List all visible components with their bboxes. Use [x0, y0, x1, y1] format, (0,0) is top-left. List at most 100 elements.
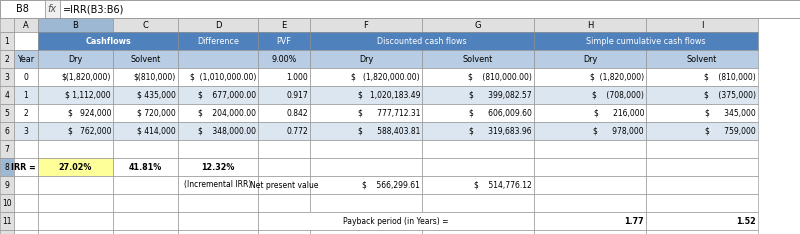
Text: 1.77: 1.77 — [624, 216, 644, 226]
Bar — [310, 194, 422, 212]
Text: $   1,020,183.49: $ 1,020,183.49 — [358, 91, 420, 99]
Text: $    (375,000): $ (375,000) — [704, 91, 756, 99]
Text: Simple cumulative cash flows: Simple cumulative cash flows — [586, 37, 706, 45]
Bar — [0, 194, 14, 212]
Text: E: E — [282, 21, 286, 29]
Bar — [258, 86, 310, 104]
Bar — [422, 158, 534, 176]
Bar — [422, 68, 534, 86]
Bar — [14, 18, 38, 32]
Bar — [38, 104, 113, 122]
Bar — [534, 104, 646, 122]
Text: 3: 3 — [23, 127, 29, 135]
Bar — [113, 122, 178, 140]
Bar — [38, 212, 113, 230]
Bar — [178, 194, 258, 212]
Bar — [646, 194, 758, 212]
Bar — [258, 68, 310, 86]
Text: 6: 6 — [5, 127, 10, 135]
Bar — [534, 32, 758, 50]
Bar — [646, 230, 758, 234]
Bar — [534, 68, 646, 86]
Text: $      216,000: $ 216,000 — [594, 109, 644, 117]
Bar — [14, 122, 38, 140]
Bar — [113, 50, 178, 68]
Bar — [0, 0, 800, 18]
Bar — [178, 140, 258, 158]
Bar — [38, 86, 113, 104]
Bar — [310, 18, 422, 32]
Bar — [0, 18, 14, 32]
Bar — [113, 68, 178, 86]
Bar — [258, 194, 310, 212]
Bar — [422, 230, 534, 234]
Text: $      978,000: $ 978,000 — [594, 127, 644, 135]
Bar — [38, 32, 178, 50]
Bar — [310, 176, 422, 194]
Bar — [38, 18, 113, 32]
Text: $(1,820,000): $(1,820,000) — [62, 73, 111, 81]
Text: $      759,000: $ 759,000 — [706, 127, 756, 135]
Text: Cashflows: Cashflows — [85, 37, 131, 45]
Text: Payback period (in Years) =: Payback period (in Years) = — [343, 216, 449, 226]
Bar — [534, 194, 646, 212]
Bar — [646, 18, 758, 32]
Text: $      345,000: $ 345,000 — [706, 109, 756, 117]
Bar — [422, 176, 534, 194]
Text: $(810,000): $(810,000) — [134, 73, 176, 81]
Bar — [38, 158, 113, 176]
Bar — [14, 140, 38, 158]
Bar — [14, 104, 38, 122]
Text: 11: 11 — [2, 216, 12, 226]
Bar — [422, 86, 534, 104]
Text: PVF: PVF — [277, 37, 291, 45]
Bar — [113, 194, 178, 212]
Bar — [178, 18, 258, 32]
Bar — [0, 32, 14, 50]
Text: =IRR(B3:B6): =IRR(B3:B6) — [63, 4, 124, 14]
Bar — [258, 212, 534, 230]
Bar — [38, 140, 113, 158]
Bar — [310, 32, 534, 50]
Text: B: B — [73, 21, 78, 29]
Text: $      399,082.57: $ 399,082.57 — [470, 91, 532, 99]
Text: $      606,009.60: $ 606,009.60 — [469, 109, 532, 117]
Bar — [178, 32, 258, 50]
Text: 5: 5 — [5, 109, 10, 117]
Text: 10: 10 — [2, 198, 12, 208]
Bar — [38, 50, 113, 68]
Bar — [310, 122, 422, 140]
Bar — [258, 32, 310, 50]
Text: Year: Year — [18, 55, 34, 63]
Bar — [14, 50, 38, 68]
Text: 9: 9 — [5, 180, 10, 190]
Bar — [258, 18, 310, 32]
Bar — [14, 32, 38, 50]
Bar — [422, 18, 534, 32]
Bar — [646, 122, 758, 140]
Text: H: H — [587, 21, 593, 29]
Bar — [422, 104, 534, 122]
Text: 0.917: 0.917 — [286, 91, 308, 99]
Text: $    (810,000): $ (810,000) — [704, 73, 756, 81]
Bar — [0, 50, 14, 68]
Text: Dry: Dry — [68, 55, 82, 63]
Text: 1.52: 1.52 — [736, 216, 756, 226]
Bar — [258, 176, 310, 194]
Bar — [0, 104, 14, 122]
Text: fx: fx — [47, 4, 57, 14]
Text: $      588,403.81: $ 588,403.81 — [358, 127, 420, 135]
Bar — [646, 212, 758, 230]
Bar — [534, 230, 646, 234]
Text: A: A — [23, 21, 29, 29]
Bar — [534, 212, 646, 230]
Text: $      777,712.31: $ 777,712.31 — [358, 109, 420, 117]
Bar — [0, 158, 14, 176]
Bar — [422, 122, 534, 140]
Bar — [258, 50, 310, 68]
Bar — [60, 0, 800, 18]
Bar — [0, 122, 14, 140]
Bar — [14, 86, 38, 104]
Text: $    677,000.00: $ 677,000.00 — [198, 91, 256, 99]
Bar — [646, 68, 758, 86]
